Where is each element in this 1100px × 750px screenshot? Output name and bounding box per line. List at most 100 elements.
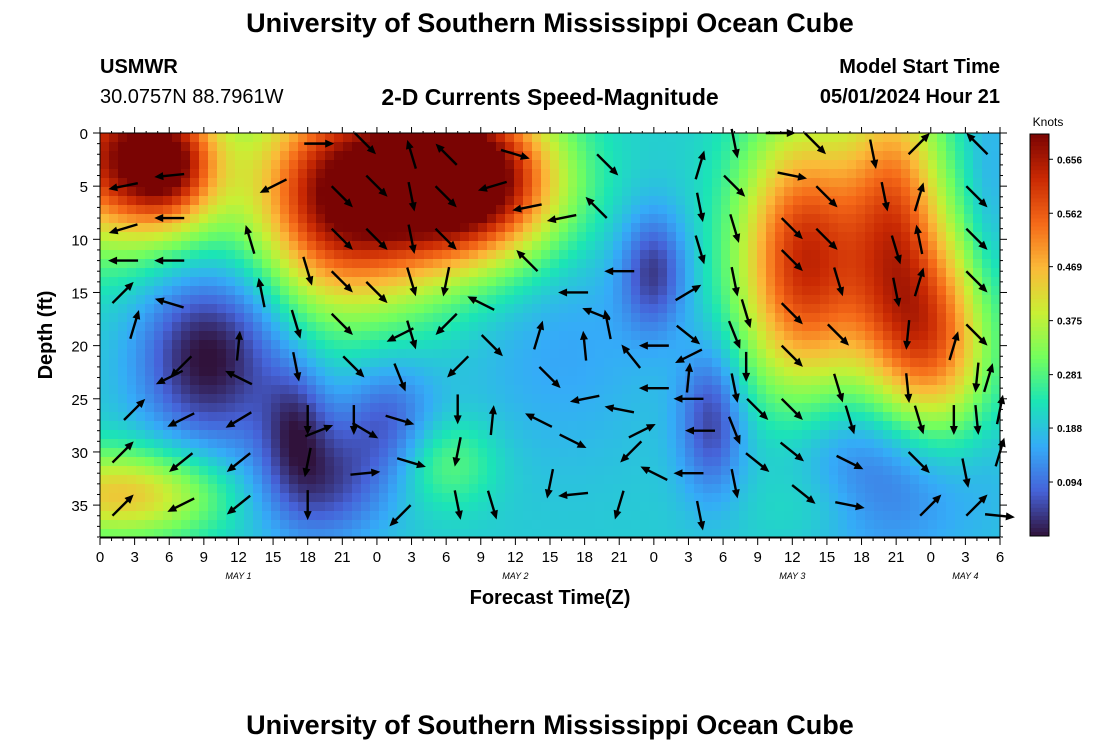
heatmap-cell [730,250,740,260]
heatmap-cell [415,331,425,341]
heatmap-cell [766,169,776,179]
heatmap-cell [667,466,677,476]
heatmap-cell [874,502,884,512]
heatmap-cell [253,475,263,485]
heatmap-cell [676,439,686,449]
heatmap-cell [658,502,668,512]
colorbar-segment [1030,274,1049,280]
heatmap-cell [712,223,722,233]
heatmap-cell [415,133,425,143]
heatmap-cell [649,484,659,494]
heatmap-cell [658,511,668,521]
heatmap-cell [928,358,938,368]
heatmap-cell [181,340,191,350]
heatmap-cell [352,259,362,269]
heatmap-cell [118,142,128,152]
heatmap-cell [649,304,659,314]
heatmap-cell [622,187,632,197]
heatmap-cell [289,277,299,287]
heatmap-cell [451,484,461,494]
heatmap-cell [568,502,578,512]
heatmap-cell [388,430,398,440]
heatmap-cell [172,475,182,485]
heatmap-cell [694,178,704,188]
heatmap-cell [676,367,686,377]
heatmap-cell [442,304,452,314]
heatmap-cell [478,376,488,386]
heatmap-cell [289,439,299,449]
heatmap-cell [595,340,605,350]
current-arrow [365,174,388,197]
heatmap-cell [811,151,821,161]
heatmap-cell [883,457,893,467]
heatmap-cell [442,187,452,197]
heatmap-cell [892,421,902,431]
heatmap-cell [541,232,551,242]
heatmap-cell [316,484,326,494]
heatmap-cell [244,250,254,260]
heatmap-cell [145,493,155,503]
heatmap-cell [928,205,938,215]
colorbar-segment [1030,154,1049,159]
heatmap-cell [649,277,659,287]
heatmap-cell [442,178,452,188]
heatmap-cell [334,142,344,152]
heatmap-cell [253,376,263,386]
heatmap-cell [568,322,578,332]
heatmap-cell [883,313,893,323]
heatmap-cell [325,160,335,170]
heatmap-cell [271,304,281,314]
heatmap-cell [460,340,470,350]
heatmap-cell [910,502,920,512]
heatmap-cell [262,205,272,215]
heatmap-cell [721,169,731,179]
heatmap-cell [541,421,551,431]
heatmap-cell [253,385,263,395]
heatmap-cell [217,241,227,251]
heatmap-cell [730,322,740,332]
current-arrow [913,267,925,297]
heatmap-cell [298,466,308,476]
heatmap-cell [712,502,722,512]
heatmap-cell [595,367,605,377]
heatmap-cell [514,142,524,152]
heatmap-cell [478,178,488,188]
heatmap-cell [613,331,623,341]
heatmap-cell [631,484,641,494]
heatmap-cell [604,250,614,260]
heatmap-cell [928,376,938,386]
heatmap-cell [226,187,236,197]
heatmap-cell [973,529,983,538]
heatmap-cell [928,259,938,269]
heatmap-cell [541,133,551,143]
heatmap-cell [217,475,227,485]
heatmap-cell [199,241,209,251]
heatmap-cell [109,412,119,422]
heatmap-cell [190,142,200,152]
heatmap-cell [235,241,245,251]
heatmap-cell [235,223,245,233]
heatmap-cell [730,313,740,323]
heatmap-cell [217,349,227,359]
heatmap-cell [514,502,524,512]
heatmap-cell [955,511,965,521]
heatmap-cell [118,133,128,143]
heatmap-cell [541,484,551,494]
heatmap-cell [892,313,902,323]
heatmap-cell [820,313,830,323]
heatmap-cell [145,250,155,260]
heatmap-cell [298,133,308,143]
heatmap-cell [163,232,173,242]
heatmap-cell [496,448,506,458]
heatmap-cell [892,520,902,530]
heatmap-cell [703,457,713,467]
heatmap-cell [289,484,299,494]
heatmap-cell [217,160,227,170]
heatmap-cell [613,448,623,458]
heatmap-cell [487,322,497,332]
heatmap-cell [388,214,398,224]
heatmap-cell [370,142,380,152]
heatmap-cell [559,511,569,521]
heatmap-cell [703,448,713,458]
heatmap-cell [550,322,560,332]
